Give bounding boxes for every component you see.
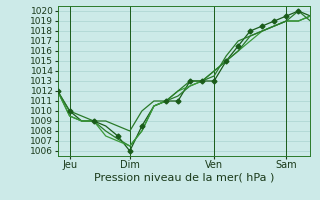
X-axis label: Pression niveau de la mer( hPa ): Pression niveau de la mer( hPa ) — [94, 173, 274, 183]
